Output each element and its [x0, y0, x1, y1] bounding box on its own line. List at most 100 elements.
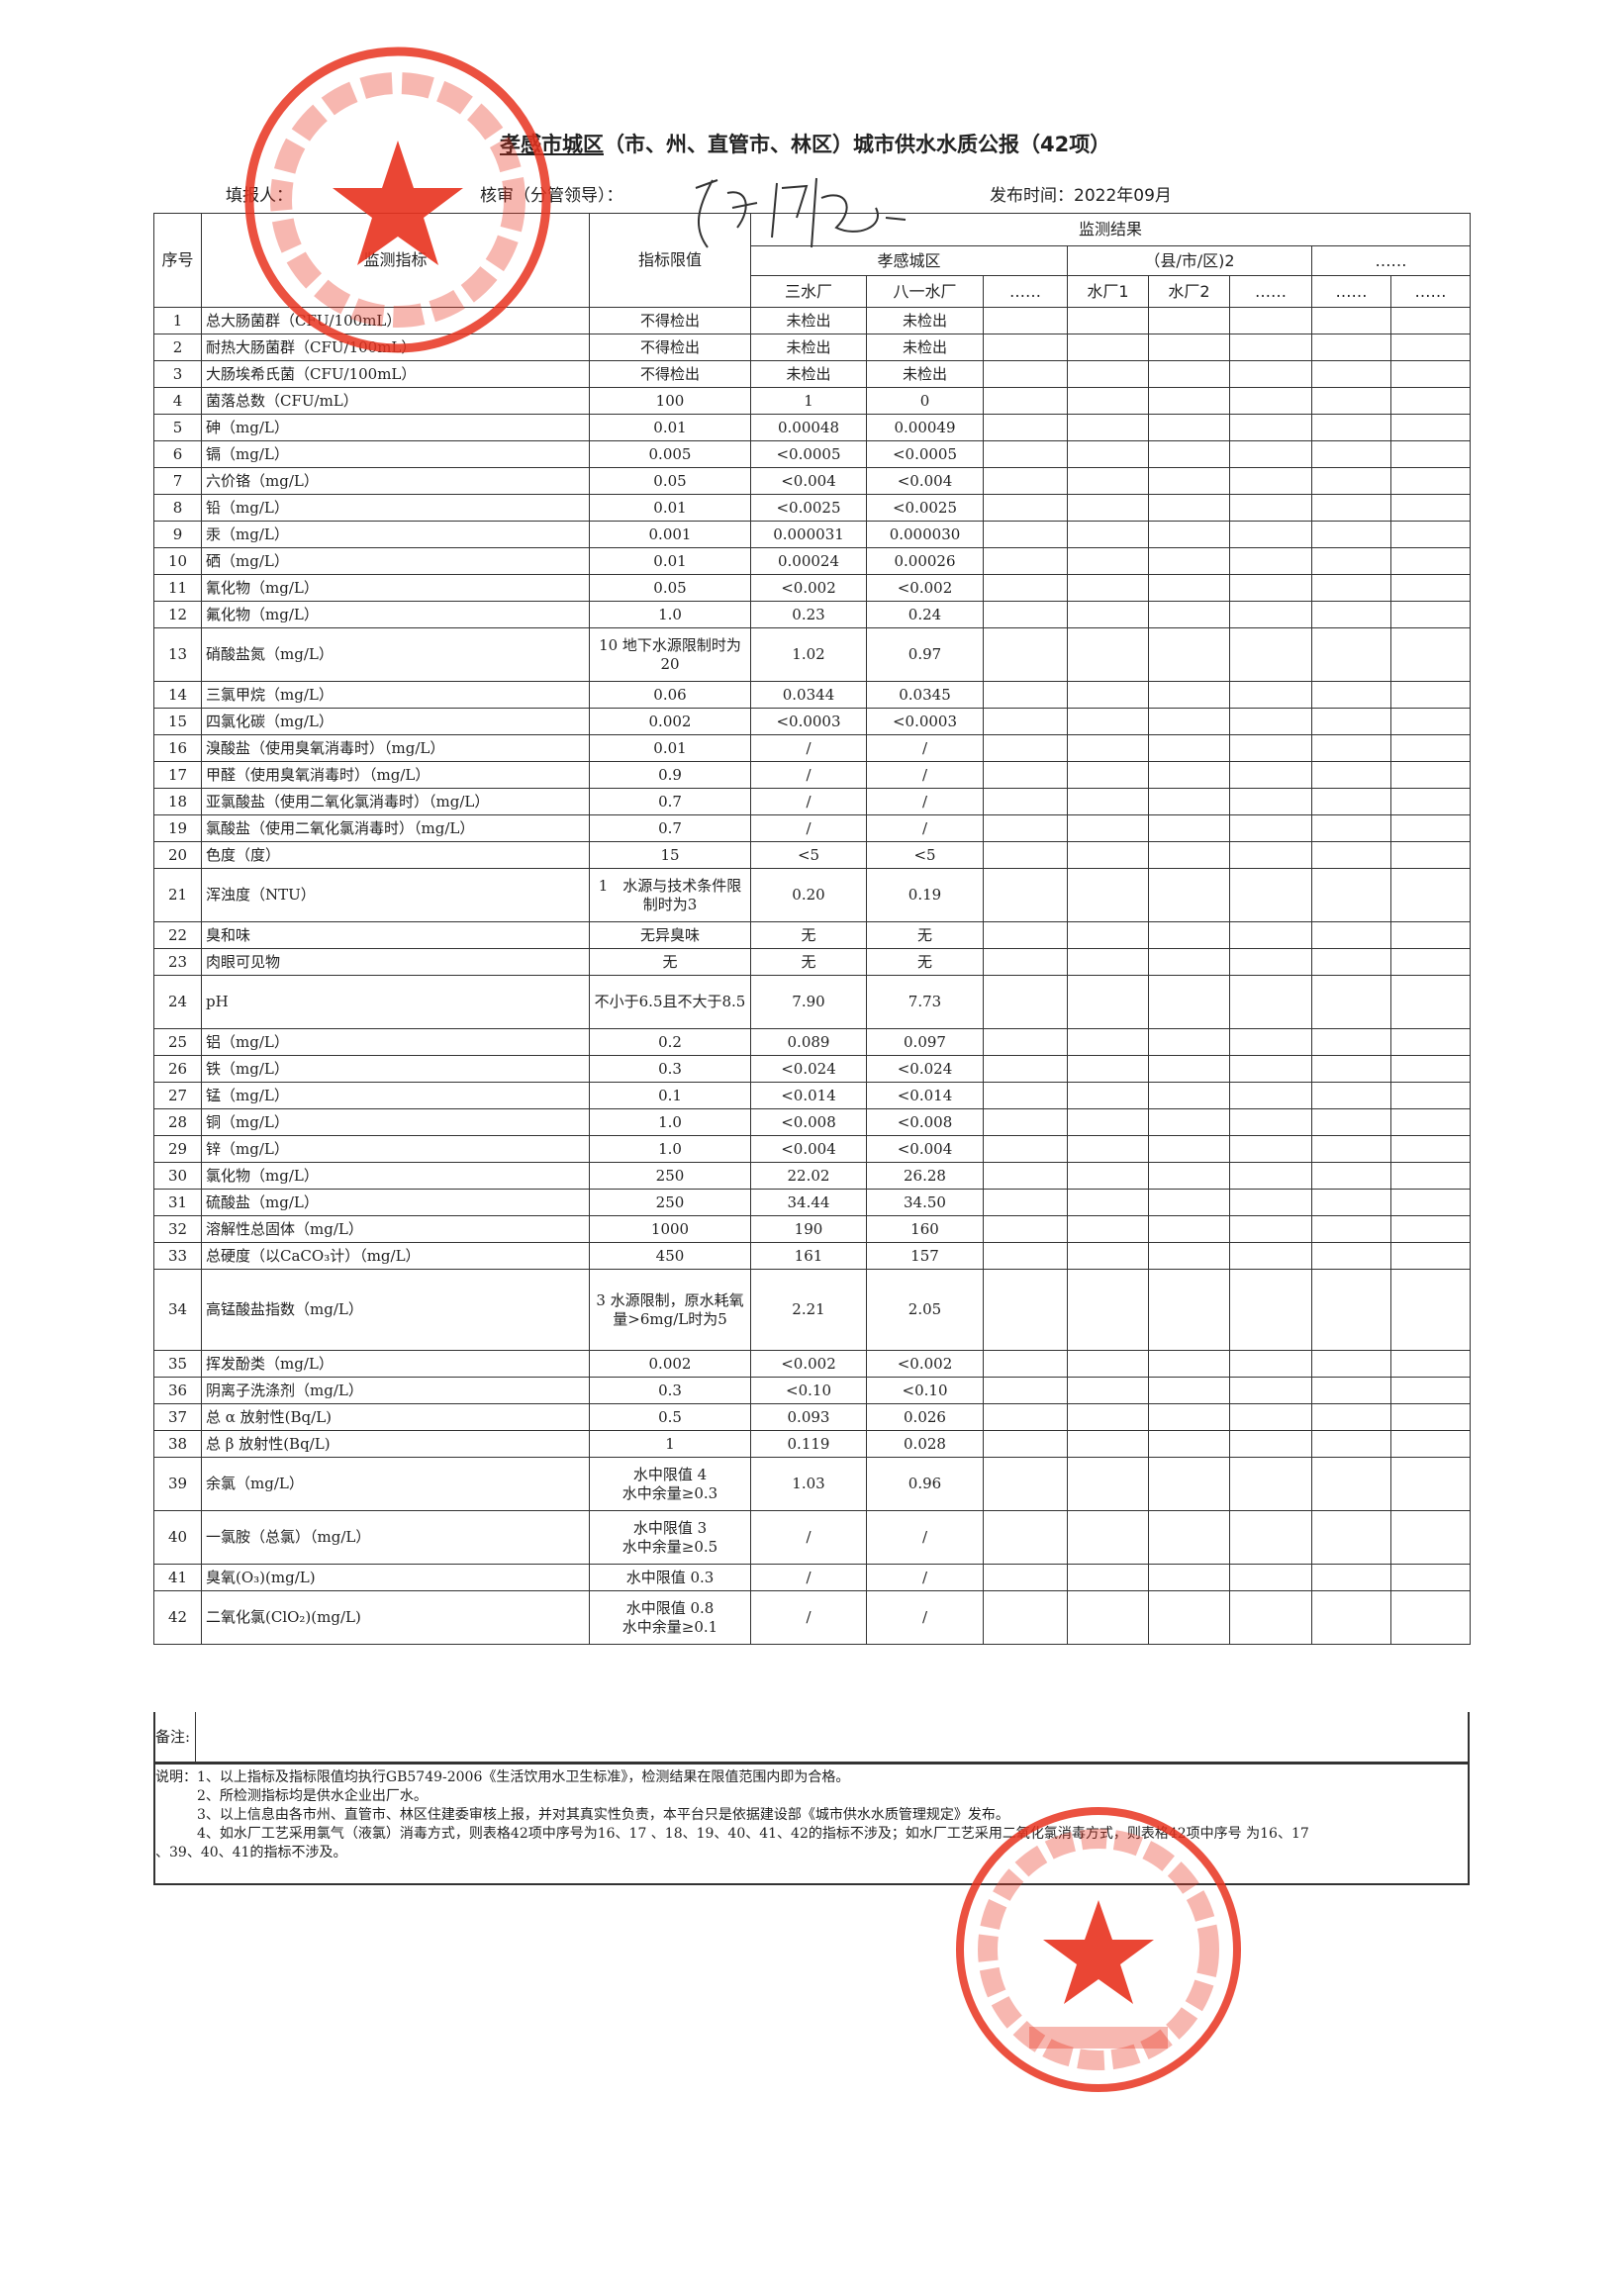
row-no: 30: [153, 1162, 202, 1190]
empty-cell: [1389, 1242, 1472, 1270]
row-no: 23: [153, 948, 202, 976]
row-no: 16: [153, 734, 202, 762]
value-sanshuichang: 无: [750, 948, 867, 976]
empty-cell: [1389, 334, 1472, 361]
empty-cell: [1067, 734, 1149, 762]
row-item: 总 α 放射性(Bq/L): [201, 1403, 590, 1431]
empty-cell: [1148, 1108, 1230, 1136]
empty-cell: [1148, 708, 1230, 735]
empty-cell: [1067, 440, 1149, 468]
empty-cell: [983, 547, 1068, 575]
empty-cell: [1389, 387, 1472, 415]
row-item: 亚氯酸盐（使用二氧化氯消毒时）（mg/L）: [201, 788, 590, 815]
empty-cell: [1311, 1215, 1391, 1243]
table-row: 42 二氧化氯(ClO₂)(mg/L) 水中限值 0.8 水中余量≥0.1//: [153, 1590, 1472, 1645]
value-sanshuichang: <0.10: [750, 1377, 867, 1404]
row-item: 铝（mg/L）: [201, 1028, 590, 1056]
empty-cell: [983, 1430, 1068, 1458]
table-row: 27 锰（mg/L） 0.1 <0.014 <0.014: [153, 1082, 1472, 1109]
title-region: 孝感市城区: [500, 133, 604, 156]
empty-cell: [1067, 307, 1149, 334]
empty-cell: [1148, 387, 1230, 415]
row-no: 25: [153, 1028, 202, 1056]
empty-cell: [1311, 387, 1391, 415]
empty-cell: [1067, 1108, 1149, 1136]
empty-cell: [1311, 1430, 1391, 1458]
empty-cell: [983, 1082, 1068, 1109]
empty-cell: [1229, 387, 1312, 415]
value-bayishuichang: 26.28: [866, 1162, 984, 1190]
empty-cell: [1389, 841, 1472, 869]
row-no: 1: [153, 307, 202, 334]
note-line: 4、如水厂工艺采用氯气（液氯）消毒方式，则表格42项中序号为16、17 、18、…: [155, 1826, 1309, 1842]
row-item: 甲醛（使用臭氧消毒时）（mg/L）: [201, 761, 590, 789]
empty-cell: [1311, 734, 1391, 762]
empty-cell: [1067, 494, 1149, 522]
value-sanshuichang: 7.90: [750, 975, 867, 1029]
table-row: 41 臭氧(O₃)(mg/L) 水中限值 0.3//: [153, 1564, 1472, 1591]
empty-cell: [1389, 708, 1472, 735]
row-item: 溶解性总固体（mg/L）: [201, 1215, 590, 1243]
value-bayishuichang: <0.0005: [866, 440, 984, 468]
value-bayishuichang: 0.24: [866, 601, 984, 628]
empty-cell: [1311, 1403, 1391, 1431]
table-row: 25 铝（mg/L） 0.2 0.089 0.097: [153, 1028, 1472, 1056]
row-limit: 水中限值 3 水中余量≥0.5: [589, 1510, 751, 1565]
empty-cell: [1148, 788, 1230, 815]
empty-cell: [1148, 334, 1230, 361]
empty-cell: [983, 1215, 1068, 1243]
table-row: 16 溴酸盐（使用臭氧消毒时）（mg/L） 0.01//: [153, 734, 1472, 762]
row-limit: 水中限值 0.3: [589, 1564, 751, 1591]
empty-cell: [983, 1028, 1068, 1056]
empty-cell: [1067, 1242, 1149, 1270]
empty-cell: [1389, 1564, 1472, 1591]
empty-cell: [1229, 521, 1312, 548]
empty-cell: [1148, 921, 1230, 949]
empty-cell: [1067, 841, 1149, 869]
row-limit: 0.01: [589, 414, 751, 441]
value-bayishuichang: /: [866, 814, 984, 842]
empty-cell: [1229, 1457, 1312, 1511]
table-row: 1 总大肠菌群（CFU/100mL） 不得检出 未检出 未检出: [153, 307, 1472, 334]
empty-cell: [1389, 494, 1472, 522]
empty-cell: [1389, 574, 1472, 602]
empty-cell: [1229, 360, 1312, 388]
handwritten-signature: [695, 177, 907, 248]
table-row: 13 硝酸盐氮（mg/L） 10 地下水源限制时为20 1.02 0.97: [153, 627, 1472, 682]
empty-cell: [1148, 494, 1230, 522]
row-limit: 无: [589, 948, 751, 976]
row-limit: 0.3: [589, 1377, 751, 1404]
empty-cell: [1148, 681, 1230, 709]
value-sanshuichang: <0.0005: [750, 440, 867, 468]
empty-cell: [1067, 1590, 1149, 1645]
empty-cell: [1389, 440, 1472, 468]
group-header: ……: [1310, 245, 1472, 276]
row-no: 5: [153, 414, 202, 441]
remark-row: 备注:: [155, 1712, 1468, 1764]
row-item: 阴离子洗涤剂（mg/L）: [201, 1377, 590, 1404]
empty-cell: [1148, 601, 1230, 628]
value-sanshuichang: 0.00048: [750, 414, 867, 441]
empty-cell: [1148, 868, 1230, 922]
empty-cell: [1067, 521, 1149, 548]
value-bayishuichang: /: [866, 1510, 984, 1565]
value-bayishuichang: 0.00026: [866, 547, 984, 575]
empty-cell: [1229, 761, 1312, 789]
empty-cell: [1311, 360, 1391, 388]
row-no: 18: [153, 788, 202, 815]
row-no: 28: [153, 1108, 202, 1136]
empty-cell: [1389, 948, 1472, 976]
row-item: 汞（mg/L）: [201, 521, 590, 548]
row-item: 余氯（mg/L）: [201, 1457, 590, 1511]
empty-cell: [1148, 1403, 1230, 1431]
empty-cell: [1148, 814, 1230, 842]
value-sanshuichang: <5: [750, 841, 867, 869]
empty-cell: [1067, 868, 1149, 922]
empty-cell: [1311, 627, 1391, 682]
value-sanshuichang: <0.0003: [750, 708, 867, 735]
empty-cell: [1067, 975, 1149, 1029]
empty-cell: [1148, 1269, 1230, 1351]
row-no: 6: [153, 440, 202, 468]
empty-cell: [1067, 1377, 1149, 1404]
empty-cell: [1311, 494, 1391, 522]
